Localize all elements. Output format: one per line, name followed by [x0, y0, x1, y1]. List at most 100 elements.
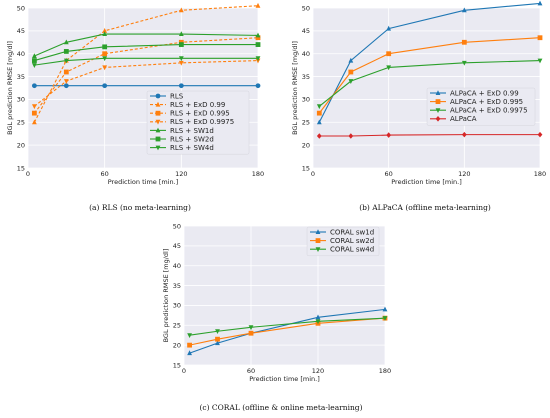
- data-point: [102, 83, 108, 89]
- y-tick-label: 30: [302, 96, 310, 104]
- data-point: [248, 325, 254, 331]
- x-tick-label: 60: [247, 367, 255, 375]
- data-point: [215, 329, 220, 335]
- x-axis-label: Prediction time [min.]: [391, 178, 462, 186]
- data-point: [348, 57, 354, 63]
- data-point: [63, 83, 69, 89]
- data-point: [102, 56, 108, 62]
- y-tick-label: 30: [17, 96, 25, 104]
- data-point: [461, 39, 467, 45]
- data-point: [63, 58, 69, 64]
- y-tick-label: 25: [17, 119, 25, 127]
- data-point: [386, 25, 392, 31]
- data-point: [63, 79, 69, 84]
- y-tick-label: 50: [173, 222, 181, 230]
- y-tick-label: 30: [173, 302, 181, 310]
- series-7: [31, 56, 261, 68]
- data-point: [63, 39, 69, 45]
- y-tick-label: 20: [173, 341, 181, 349]
- legend-marker: [155, 127, 161, 133]
- legend-marker: [435, 99, 441, 104]
- data-point: [102, 51, 108, 57]
- y-axis-label: BGL prediction RMSE [mg/dl]: [6, 41, 14, 135]
- data-point: [461, 131, 467, 138]
- series-4: [316, 131, 543, 139]
- x-tick-label: 120: [312, 367, 324, 375]
- data-point: [178, 83, 184, 89]
- y-tick-label: 40: [17, 50, 25, 58]
- legend-marker: [315, 238, 321, 243]
- series-3: [187, 316, 388, 339]
- x-axis-label: Prediction time [min.]: [108, 178, 179, 186]
- data-point: [386, 132, 392, 138]
- data-point: [537, 58, 543, 64]
- data-point: [461, 7, 467, 13]
- y-tick-label: 35: [173, 282, 181, 290]
- legend-label: RLS + SW4d: [170, 144, 214, 152]
- legend-label: ALPaCA: [450, 115, 477, 123]
- data-point: [316, 133, 322, 139]
- y-tick-label: 15: [302, 164, 310, 172]
- data-point: [31, 53, 37, 58]
- figure-caption: (a) RLS (no meta-learning): [89, 203, 191, 212]
- legend-marker: [155, 136, 161, 142]
- series-line: [33, 37, 259, 114]
- data-point: [255, 56, 261, 62]
- legend-label: RLS + ExD 0.9975: [170, 118, 234, 126]
- data-point: [382, 306, 388, 312]
- data-point: [102, 28, 108, 33]
- series-2: [316, 35, 543, 116]
- legend-box: [306, 226, 380, 256]
- legend-label: RLS + ExD 0.995: [170, 110, 230, 118]
- data-point: [102, 44, 108, 50]
- legend-label: CORAL sw1d: [330, 228, 374, 236]
- chart-2: 15 20 25 30 35 40 45 50 0 60 120 180 Prediction time…: [291, 0, 546, 212]
- data-point: [102, 31, 108, 37]
- data-point: [178, 42, 184, 47]
- data-point: [382, 316, 388, 321]
- legend-box: [146, 90, 250, 155]
- y-tick-label: 45: [302, 27, 310, 35]
- figure-caption: (b) ALPaCA (offline meta-learning): [359, 203, 491, 212]
- legend-label: CORAL sw2d: [330, 237, 374, 245]
- x-tick-label: 0: [311, 170, 315, 178]
- x-tick-label: 180: [534, 170, 546, 178]
- legend-box: [426, 87, 536, 126]
- data-point: [102, 65, 108, 71]
- data-point: [537, 0, 543, 6]
- data-point: [215, 340, 220, 346]
- y-axis-label: BGL prediction RMSE [mg/dl]: [162, 249, 170, 343]
- legend-label: ALPaCA + ExD 0.9975: [450, 107, 528, 115]
- data-point: [316, 119, 322, 125]
- data-point: [31, 119, 37, 125]
- data-point: [386, 65, 392, 71]
- chart-3: 15 20 25 30 35 40 45 50 0 60 120 180 Prediction time…: [162, 222, 391, 412]
- legend-marker: [315, 229, 321, 234]
- y-tick-label: 50: [17, 4, 25, 12]
- data-point: [31, 63, 37, 68]
- legend-marker: [155, 101, 161, 107]
- y-tick-label: 45: [173, 242, 181, 250]
- x-tick-label: 60: [101, 170, 109, 178]
- x-tick-label: 120: [458, 170, 470, 178]
- data-point: [178, 60, 184, 66]
- data-point: [31, 110, 37, 116]
- legend-marker: [435, 90, 441, 95]
- legend-label: RLS + SW1d: [170, 127, 214, 135]
- x-axis-label: Prediction time [min.]: [249, 375, 320, 383]
- y-tick-label: 15: [17, 164, 25, 172]
- y-tick-label: 40: [302, 50, 310, 58]
- data-point: [31, 83, 37, 89]
- y-tick-label: 25: [173, 322, 181, 330]
- legend-label: RLS + SW2d: [170, 135, 214, 143]
- data-point: [255, 2, 261, 8]
- data-point: [187, 333, 192, 339]
- y-tick-label: 15: [173, 361, 181, 369]
- legend-marker: [155, 110, 161, 116]
- x-tick-label: 0: [26, 170, 30, 178]
- y-tick-label: 20: [302, 141, 310, 149]
- y-tick-label: 20: [17, 141, 25, 149]
